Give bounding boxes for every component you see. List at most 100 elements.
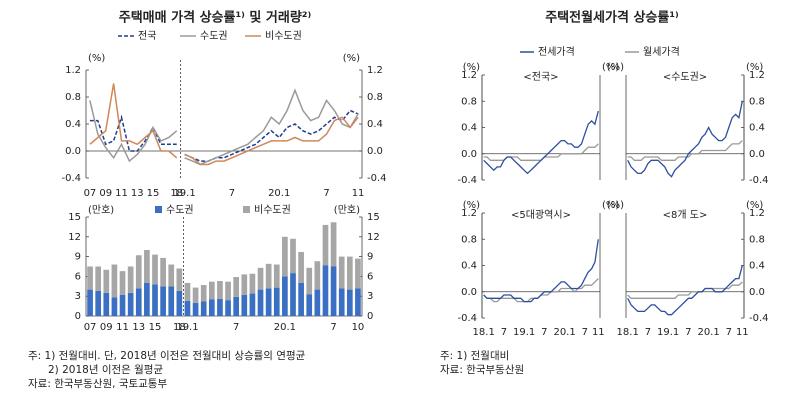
y-tick-label: 3 (367, 291, 373, 302)
x-tick-label: 7 (645, 327, 651, 338)
x-tick-label: 7 (726, 327, 732, 338)
x-tick-label: 18.1 (473, 327, 495, 338)
legend-label: 수도권 (200, 30, 228, 42)
bar-segment (306, 294, 313, 316)
y-tick-label: 9 (367, 252, 373, 263)
bar-segment (217, 298, 223, 316)
x-tick-label: 20.1 (553, 327, 575, 338)
bar-segment (103, 292, 110, 316)
bar-segment (87, 266, 93, 290)
note: 자료: 한국부동산원 (440, 364, 524, 376)
bar-segment (346, 256, 353, 290)
left-title: 주택매매 가격 상승률¹⁾ 및 거래량²⁾ (119, 10, 312, 26)
series-line (89, 83, 178, 159)
x-tick-label: 11 (592, 327, 605, 338)
x-tick-label: 19.1 (176, 322, 198, 333)
note: 주: 1) 전월대비. 단, 2018년 이전은 전월대비 상승률의 연평균 (28, 350, 306, 362)
x-tick-label: 15 (149, 322, 162, 333)
bar-segment (152, 254, 158, 285)
bar-segment (225, 300, 231, 316)
x-tick-label: 18 (170, 188, 183, 199)
series-line (627, 140, 743, 161)
legend-label: 전국 (138, 30, 156, 42)
x-tick-label: 19.1 (513, 327, 535, 338)
y-tick-label: -0.4 (749, 175, 769, 186)
x-tick-label: 09 (99, 188, 112, 199)
y-tick-label: 0 (367, 311, 373, 322)
y-tick-label: 15 (68, 212, 81, 223)
x-tick-label: 11 (116, 322, 129, 333)
x-tick-label: 11 (352, 188, 365, 199)
y-tick-label: 0.8 (749, 234, 765, 245)
y2-unit: (%) (343, 53, 360, 64)
bar-segment (298, 283, 304, 316)
bar-segment (282, 236, 288, 277)
legend-swatch (155, 206, 162, 213)
y-unit: (%) (607, 200, 624, 211)
y-tick-label: 0.4 (461, 261, 477, 272)
y-tick-label: 0.0 (461, 149, 477, 160)
bar-segment (176, 268, 183, 291)
bar-segment (346, 289, 353, 316)
panel-title: <전국> (523, 71, 558, 83)
bar-segment (127, 292, 134, 316)
y-tick-label: -0.4 (61, 173, 81, 184)
bar-segment (233, 296, 240, 316)
x-tick-label: 13 (131, 188, 144, 199)
bar-segment (87, 289, 93, 316)
bar-segment (257, 289, 264, 316)
bar-segment (249, 293, 256, 316)
y-unit: (%) (463, 200, 480, 211)
bar-segment (208, 281, 215, 300)
bar-segment (265, 288, 272, 316)
x-tick-label: 7 (541, 327, 547, 338)
legend-label: 월세가격 (643, 45, 680, 58)
y-tick-label: 6 (367, 271, 373, 282)
bar-segment (95, 266, 102, 291)
x-tick-label: 11 (115, 188, 128, 199)
y-unit: (%) (607, 62, 624, 73)
bar-segment (135, 255, 142, 289)
x-tick-label: 19.1 (173, 188, 195, 199)
y2-unit: (만호) (334, 204, 360, 216)
legend-label: 전세가격 (538, 45, 575, 58)
y-tick-label: 0.0 (749, 149, 765, 160)
bar-segment (200, 284, 207, 302)
y-tick-label: 0.4 (461, 123, 477, 134)
bar-segment (152, 284, 158, 316)
series-line (483, 143, 599, 161)
bar-segment (265, 263, 272, 289)
panel-title: <수도권> (663, 71, 707, 83)
y-tick-label: 15 (367, 212, 380, 223)
y-tick-label: 0.8 (749, 96, 765, 107)
note: 주: 1) 전월대비 (440, 350, 509, 362)
x-tick-label: 20.1 (268, 188, 290, 199)
y-unit: (%) (88, 53, 105, 64)
bar-segment (298, 251, 304, 283)
series-line (483, 110, 599, 175)
bar-segment (168, 264, 175, 287)
x-tick-label: 10 (352, 322, 365, 333)
x-tick-label: 7 (685, 327, 691, 338)
bar-segment (257, 267, 264, 290)
bar-segment (273, 264, 280, 288)
bar-segment (355, 258, 361, 289)
series-line (627, 265, 743, 316)
bar-segment (95, 290, 102, 316)
legend-label: 비수도권 (254, 204, 291, 216)
series-line (89, 114, 177, 152)
x-tick-label: 7 (501, 327, 507, 338)
x-tick-label: 7 (233, 322, 239, 333)
y-tick-label: -0.4 (457, 313, 477, 324)
y-tick-label: 6 (75, 271, 81, 282)
y-tick-label: 0.0 (367, 146, 383, 157)
y-unit: (만호) (88, 204, 114, 216)
y-tick-label: 9 (75, 252, 81, 263)
y-unit: (%) (746, 200, 763, 211)
x-tick-label: 7 (323, 188, 329, 199)
y-tick-label: 0.8 (367, 92, 383, 103)
bar-segment (160, 286, 166, 316)
bar-segment (111, 264, 118, 298)
bar-segment (184, 283, 191, 301)
x-tick-label: 18 (173, 322, 186, 333)
